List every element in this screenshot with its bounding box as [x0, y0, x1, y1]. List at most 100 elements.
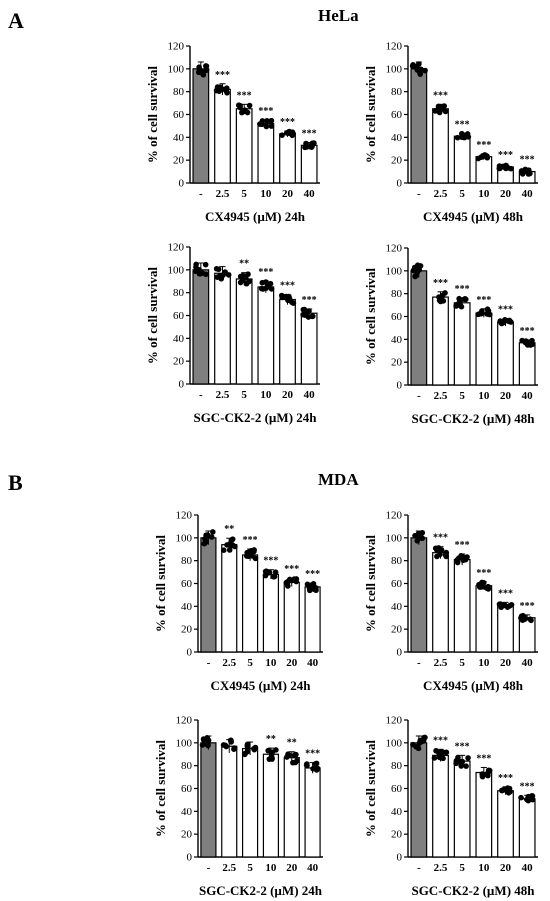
replicate-point	[505, 789, 512, 796]
replicate-point	[203, 539, 209, 545]
replicate-point	[258, 285, 265, 292]
y-tick-label: 120	[176, 510, 193, 522]
replicate-point	[453, 303, 459, 309]
x-tick-label: 2.5	[434, 188, 448, 200]
x-tick-label: 10	[265, 862, 277, 874]
bar	[432, 108, 449, 184]
bar	[200, 537, 217, 653]
bar	[300, 312, 318, 385]
significance-label: ***	[520, 601, 535, 612]
significance-label: ***	[215, 70, 230, 81]
y-tick-label: 40	[181, 601, 193, 613]
x-tick-label: 40	[304, 188, 316, 200]
replicate-point	[309, 313, 315, 320]
y-tick-label: 80	[391, 555, 403, 567]
x-tick-label: 40	[522, 188, 534, 200]
x-tick-label: -	[199, 188, 203, 200]
bar	[300, 144, 318, 184]
significance-label: **	[239, 259, 249, 270]
x-tick-label: -	[207, 862, 211, 874]
replicate-point	[289, 129, 296, 135]
x-tick-label: 10	[265, 657, 277, 669]
replicate-point	[246, 102, 253, 109]
x-tick-label: 10	[478, 657, 490, 669]
bar	[518, 342, 536, 386]
replicate-point	[223, 743, 229, 750]
replicate-point	[263, 123, 270, 130]
replicate-point	[283, 579, 290, 586]
replicate-point	[432, 545, 439, 552]
y-axis-label: % of cell survival	[363, 535, 378, 633]
bar	[279, 298, 296, 385]
x-tick-label: 5	[459, 862, 465, 874]
replicate-point	[264, 118, 270, 124]
replicate-point	[225, 272, 232, 278]
bar	[214, 272, 231, 385]
bar	[257, 286, 275, 385]
replicate-point	[284, 130, 291, 136]
replicate-point	[414, 532, 421, 539]
replicate-point	[197, 269, 204, 276]
replicate-point	[527, 170, 533, 177]
significance-label: **	[224, 524, 234, 535]
replicate-point	[528, 617, 534, 624]
y-tick-label: 100	[176, 737, 193, 749]
significance-label: ***	[498, 773, 513, 784]
replicate-point	[268, 123, 275, 129]
replicate-point	[484, 771, 491, 778]
section-title-hela: HeLa	[318, 6, 359, 25]
chart-hela-sgc-48: 0 20 40 60 80 100 120 % of cell survival - *** 2.5…	[363, 243, 538, 426]
bar	[235, 278, 253, 385]
replicate-point	[409, 63, 416, 69]
replicate-point	[422, 734, 428, 741]
y-axis-label: % of cell survival	[145, 66, 160, 164]
x-tick-label: 40	[304, 389, 316, 401]
x-tick-label: 20	[500, 188, 512, 200]
replicate-point	[456, 295, 462, 302]
replicate-point	[528, 793, 535, 799]
replicate-point	[314, 765, 321, 772]
bar	[497, 321, 514, 386]
y-tick-label: 120	[386, 715, 403, 727]
panel-letter-b: B	[8, 470, 23, 495]
y-tick-label: 60	[181, 578, 193, 590]
bar	[475, 771, 493, 858]
bar	[235, 108, 253, 184]
x-tick-label: 5	[247, 657, 253, 669]
replicate-point	[442, 108, 449, 115]
bar	[304, 586, 321, 653]
y-tick-label: 40	[391, 334, 403, 346]
x-tick-label: 5	[241, 389, 247, 401]
y-tick-label: 0	[179, 178, 185, 190]
replicate-point	[454, 559, 461, 566]
replicate-point	[433, 747, 439, 754]
bar	[518, 798, 536, 858]
y-tick-label: 0	[397, 380, 403, 392]
significance-label: ***	[280, 280, 295, 291]
replicate-point	[286, 293, 292, 300]
replicate-point	[457, 758, 463, 765]
replicate-point	[232, 543, 238, 550]
y-tick-label: 0	[397, 178, 403, 190]
y-tick-label: 80	[181, 555, 193, 567]
y-axis-label: % of cell survival	[363, 740, 378, 838]
y-tick-label: 40	[173, 132, 185, 144]
replicate-point	[441, 103, 447, 109]
replicate-point	[501, 786, 507, 793]
replicate-point	[252, 744, 259, 751]
replicate-point	[523, 338, 529, 344]
x-tick-label: 5	[459, 657, 465, 669]
significance-label: ***	[476, 295, 491, 306]
replicate-point	[518, 794, 524, 801]
bar	[432, 552, 449, 653]
replicate-point	[475, 311, 482, 318]
x-tick-label: -	[417, 188, 421, 200]
replicate-point	[417, 70, 423, 76]
replicate-point	[461, 296, 468, 303]
bar	[432, 296, 449, 386]
replicate-point	[280, 294, 287, 300]
replicate-point	[506, 317, 513, 324]
y-tick-label: 100	[168, 63, 185, 75]
x-axis-label: CX4945 (µM) 24h	[205, 209, 306, 224]
significance-label: ***	[498, 588, 513, 599]
